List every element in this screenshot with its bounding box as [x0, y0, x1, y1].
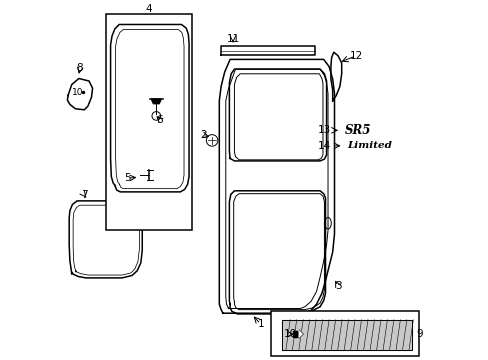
Text: 6: 6: [156, 114, 163, 125]
Text: 10: 10: [284, 329, 297, 339]
Text: 5: 5: [124, 173, 131, 183]
Text: 7: 7: [81, 190, 87, 200]
Bar: [271, 311, 418, 356]
Text: 10: 10: [72, 89, 84, 98]
Polygon shape: [282, 320, 411, 350]
Text: 12: 12: [349, 51, 362, 61]
Bar: [106, 14, 192, 230]
Polygon shape: [67, 78, 92, 110]
Text: 9: 9: [416, 329, 423, 339]
Text: 14: 14: [317, 141, 330, 151]
Text: 1: 1: [257, 319, 264, 329]
Text: 4: 4: [145, 4, 152, 14]
Text: 2: 2: [200, 130, 206, 140]
Polygon shape: [151, 99, 161, 104]
Text: 3: 3: [334, 281, 341, 291]
Text: 13: 13: [317, 125, 330, 135]
Text: Limited: Limited: [346, 141, 391, 150]
Text: SR5: SR5: [344, 124, 370, 137]
Text: 8: 8: [77, 63, 83, 73]
Polygon shape: [299, 330, 303, 338]
Polygon shape: [292, 331, 299, 337]
Text: 11: 11: [226, 33, 239, 44]
